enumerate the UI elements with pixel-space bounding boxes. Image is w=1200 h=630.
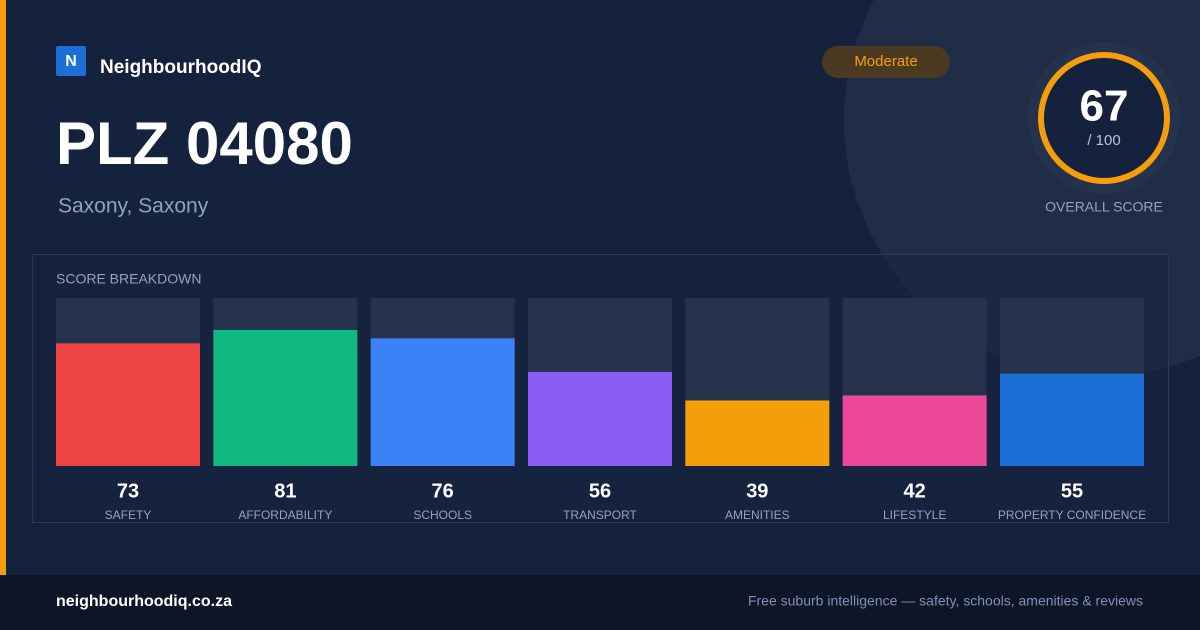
- bar-label: AFFORDABILITY: [238, 508, 332, 522]
- footer-site: neighbourhoodiq.co.za: [56, 593, 232, 610]
- bar: [685, 400, 830, 466]
- footer-tagline: Free suburb intelligence — safety, schoo…: [748, 593, 1143, 609]
- score-label: OVERALL SCORE: [1045, 199, 1163, 215]
- bar-value: 39: [746, 480, 768, 502]
- brand-name: NeighbourhoodIQ: [100, 57, 261, 78]
- score-ring: [1038, 52, 1170, 184]
- bar-value: 73: [117, 480, 139, 502]
- bar-value: 42: [904, 480, 926, 502]
- panel-title: SCORE BREAKDOWN: [56, 271, 201, 287]
- bar: [370, 338, 515, 466]
- logo-box: [56, 46, 86, 76]
- bar-label: PROPERTY CONFIDENCE: [998, 508, 1146, 522]
- bar-label: SCHOOLS: [413, 508, 472, 522]
- bar: [56, 343, 200, 466]
- bar-label: AMENITIES: [725, 508, 790, 522]
- badge: [822, 46, 950, 78]
- bar: [999, 373, 1144, 466]
- bar-value: 56: [589, 480, 611, 502]
- accent-strip: [0, 0, 6, 575]
- score-scale: / 100: [1087, 132, 1120, 149]
- bar-label: SAFETY: [105, 508, 152, 522]
- bar-value: 55: [1061, 480, 1083, 502]
- footer-bar: [0, 575, 1200, 630]
- bar-value: 76: [432, 480, 454, 502]
- bar-label: LIFESTYLE: [883, 508, 946, 522]
- logo-letter: N: [65, 53, 77, 70]
- subtitle: Saxony, Saxony: [58, 195, 209, 218]
- overall-score: 67: [1080, 82, 1129, 131]
- bar: [527, 371, 672, 466]
- bar-value: 81: [274, 480, 296, 502]
- page-title: PLZ 04080: [56, 110, 353, 177]
- badge-text: Moderate: [854, 53, 917, 70]
- bar-label: TRANSPORT: [563, 508, 637, 522]
- bar: [842, 395, 987, 466]
- bar: [213, 329, 358, 466]
